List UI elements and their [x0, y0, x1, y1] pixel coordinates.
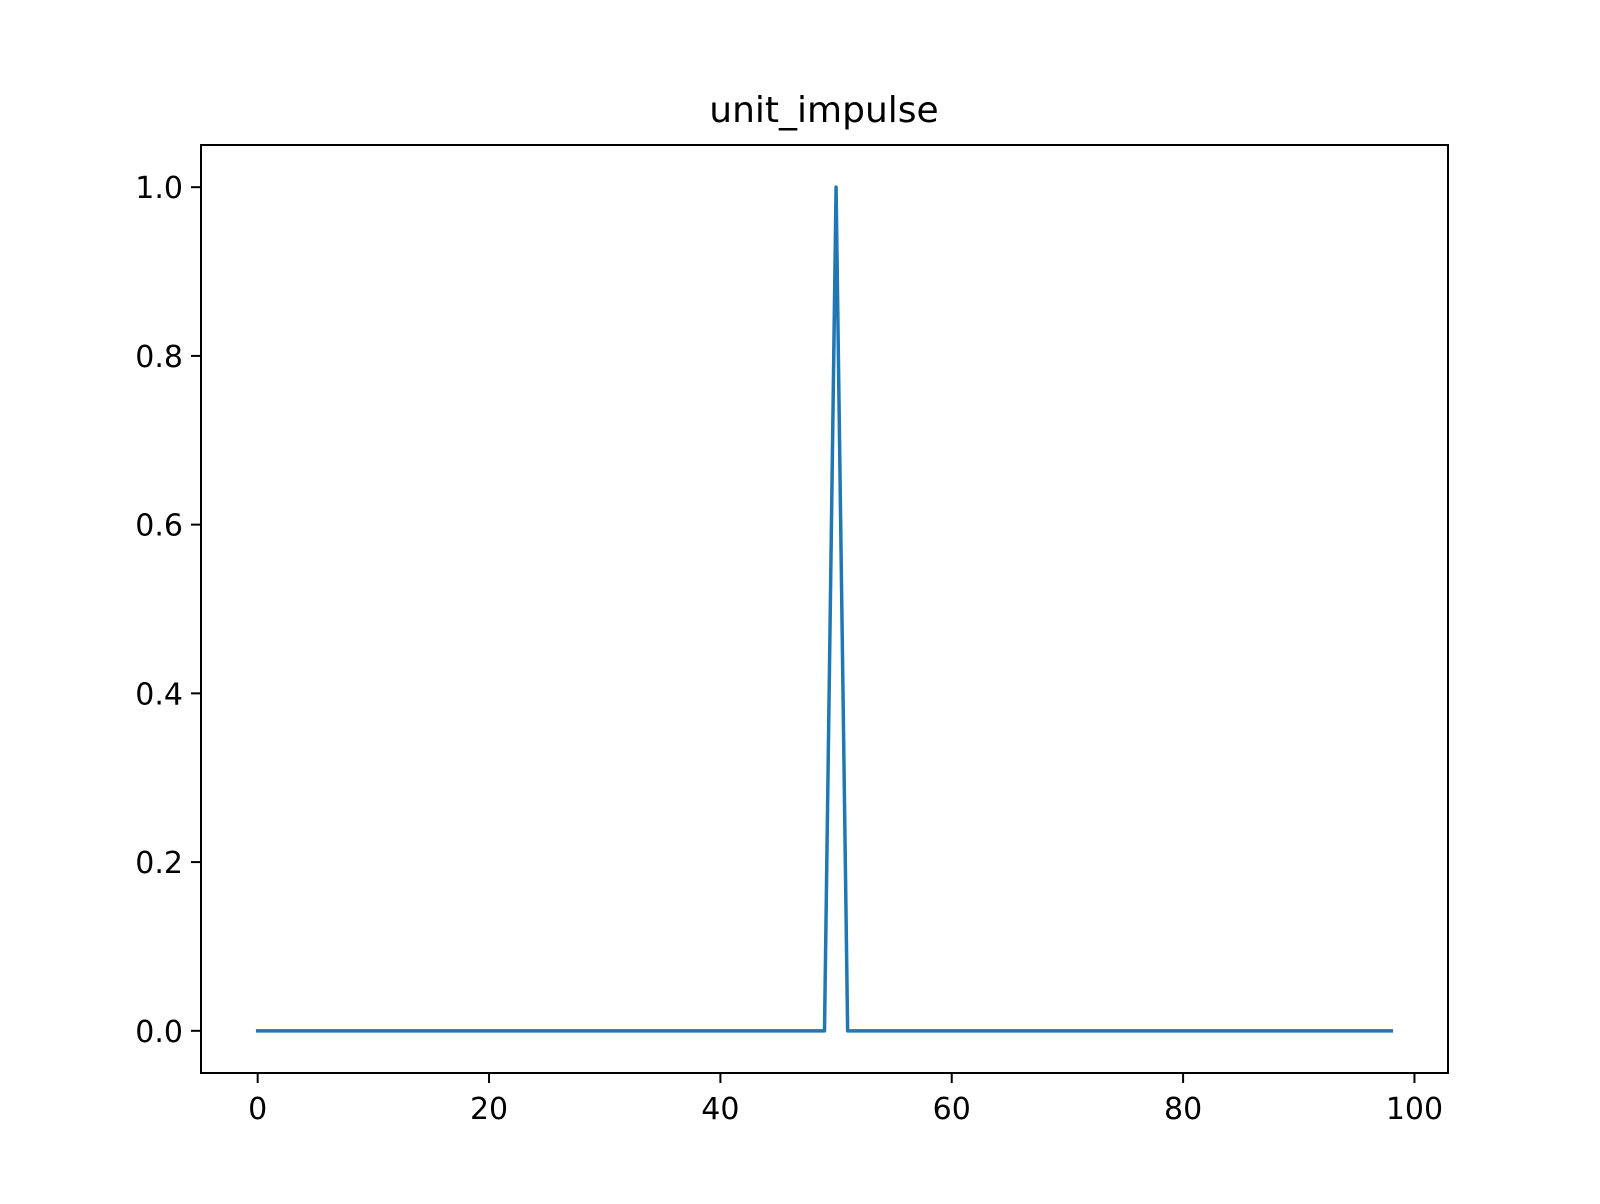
x-tick-label: 0: [248, 1092, 267, 1127]
y-tick-label: 0.4: [135, 677, 183, 712]
y-tick-label: 0.6: [135, 509, 183, 544]
x-tick-label: 20: [470, 1092, 508, 1127]
x-tick-label: 80: [1164, 1092, 1202, 1127]
x-axis: 0 20 40 60 80 100: [248, 1073, 1443, 1127]
x-tick-label: 100: [1386, 1092, 1443, 1127]
y-axis: 0.0 0.2 0.4 0.6 0.8 1.0: [135, 171, 201, 1050]
plot-layer: [255, 185, 1394, 1033]
x-tick-label: 40: [701, 1092, 739, 1127]
y-tick-label: 0.2: [135, 846, 183, 881]
series-line: [255, 185, 1394, 1033]
y-tick-label: 1.0: [135, 171, 183, 206]
y-tick-label: 0.0: [135, 1015, 183, 1050]
chart-title: unit_impulse: [709, 90, 938, 131]
y-tick-label: 0.8: [135, 340, 183, 375]
plot-area-frame: [200, 144, 1449, 1074]
x-tick-label: 60: [933, 1092, 971, 1127]
